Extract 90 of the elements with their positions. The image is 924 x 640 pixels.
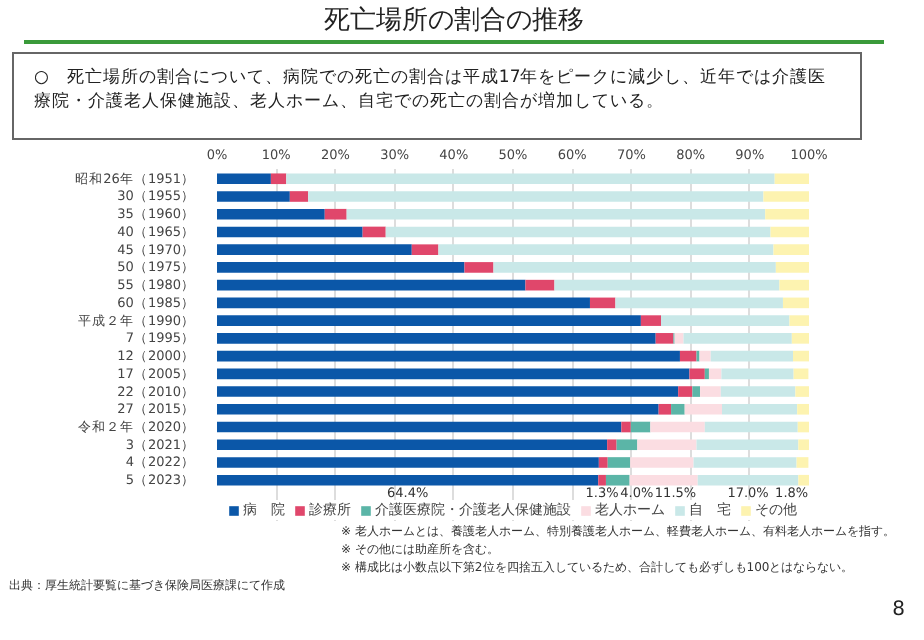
bar [797, 403, 809, 415]
bar [796, 457, 809, 468]
bar [720, 386, 796, 397]
bar [217, 421, 622, 433]
bar [607, 439, 617, 451]
bar [640, 315, 661, 326]
bar [621, 421, 631, 433]
bar [689, 368, 705, 380]
bar [217, 262, 465, 273]
bar [411, 244, 439, 256]
bar [589, 297, 616, 309]
bar [779, 279, 809, 291]
bar [699, 350, 711, 362]
bar [697, 474, 799, 486]
bar [684, 403, 722, 415]
bar [217, 333, 656, 344]
bar [650, 421, 705, 433]
bar [692, 386, 701, 397]
bar [616, 439, 638, 451]
bar [217, 315, 641, 326]
bar [308, 191, 764, 202]
bar [700, 386, 721, 397]
bar [438, 244, 774, 256]
bar [615, 297, 783, 309]
bar [655, 333, 674, 344]
bar [782, 297, 809, 309]
bar [605, 474, 630, 486]
bar [346, 208, 766, 220]
chart-title: 死亡場所の割合の推移 [324, 4, 584, 40]
bar [607, 457, 631, 468]
bar [674, 333, 684, 344]
bar [598, 474, 606, 486]
bar [217, 208, 325, 220]
bar [630, 421, 651, 433]
bar [217, 350, 680, 362]
bar [678, 386, 693, 397]
bar [774, 173, 809, 185]
bar [217, 279, 526, 291]
bar [598, 457, 608, 468]
bar [217, 474, 599, 486]
bar [770, 226, 809, 238]
bar [797, 421, 809, 433]
bar [671, 403, 685, 415]
bar [217, 368, 690, 380]
bar [661, 315, 790, 326]
bar [710, 350, 794, 362]
bar [773, 244, 809, 256]
bar [217, 226, 363, 238]
bar [683, 333, 792, 344]
bar [763, 191, 809, 202]
bar [270, 173, 287, 185]
bar [217, 297, 590, 309]
bar [708, 368, 722, 380]
bar [525, 279, 555, 291]
bar [217, 403, 659, 415]
bar [629, 474, 698, 486]
bar [217, 457, 599, 468]
bar [217, 173, 271, 185]
bar [217, 439, 608, 451]
bar [704, 421, 798, 433]
bar [385, 226, 771, 238]
bar [793, 350, 809, 362]
bar [679, 350, 697, 362]
chart-subtitle: ○ 死亡場所の割合について、病院での死亡の割合は平成17年をピークに減少し、近年では介護医療院・介護老人保健施設、老人ホーム、自宅での死亡の割合が増加している。 [34, 66, 829, 114]
bar [554, 279, 780, 291]
bar [798, 474, 809, 486]
bar [693, 457, 797, 468]
bar [789, 315, 809, 326]
bar [721, 403, 798, 415]
bar [464, 262, 494, 273]
bar [791, 333, 809, 344]
bar [324, 208, 347, 220]
bar [289, 191, 309, 202]
bar [795, 386, 809, 397]
bar [217, 191, 290, 202]
bar [630, 457, 694, 468]
bar [696, 439, 799, 451]
bar [798, 439, 809, 451]
bar [658, 403, 672, 415]
bar [362, 226, 386, 238]
bar [793, 368, 809, 380]
bar [637, 439, 697, 451]
bar [765, 208, 809, 220]
bar [775, 262, 809, 273]
bar [493, 262, 776, 273]
text: 8 [892, 599, 906, 621]
bar [217, 386, 679, 397]
bar [217, 244, 412, 256]
bar [286, 173, 775, 185]
bar [721, 368, 794, 380]
